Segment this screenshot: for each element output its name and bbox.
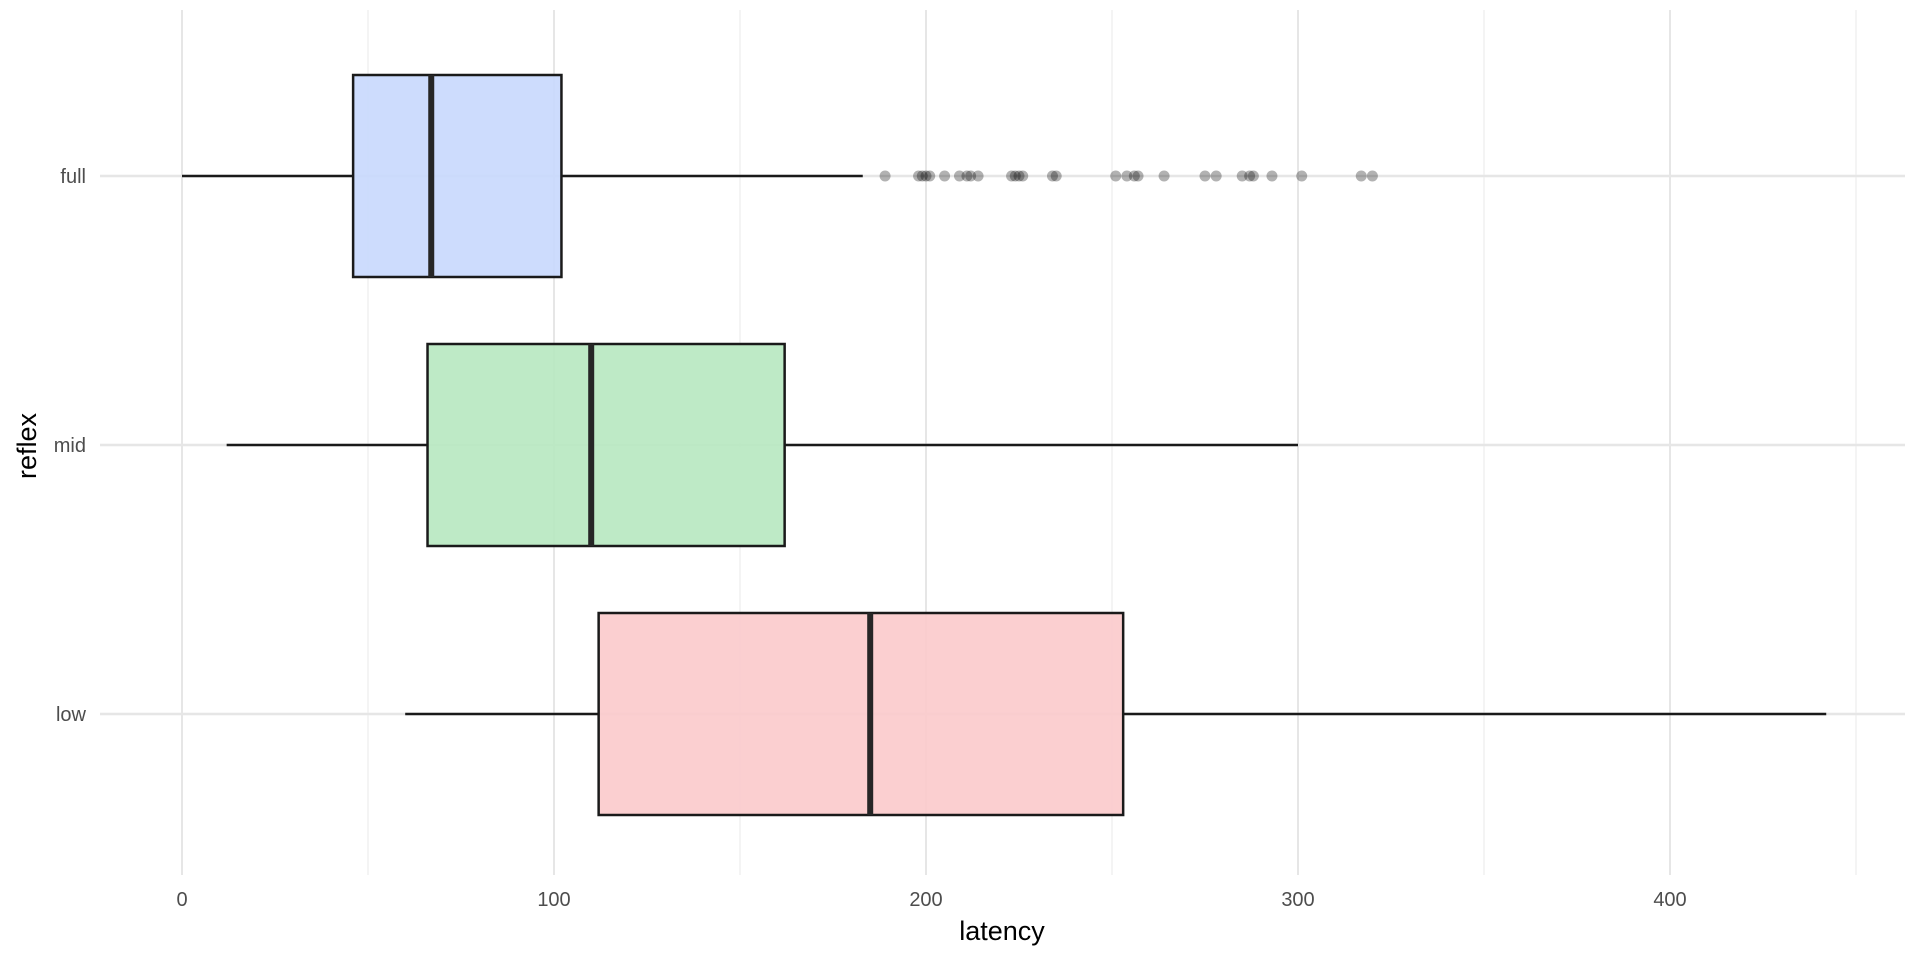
outlier-point-full	[1121, 170, 1133, 182]
outlier-point-full	[1050, 170, 1062, 182]
box-full	[351, 73, 563, 279]
outlier-point-full	[972, 170, 984, 182]
box-layer	[182, 73, 1827, 817]
outlier-point-full	[1247, 170, 1259, 182]
outlier-point-full	[1158, 170, 1170, 182]
outlier-point-full	[920, 170, 932, 182]
x-axis-title: latency	[959, 916, 1045, 946]
y-tick-label-low: low	[56, 704, 87, 726]
outlier-point-full	[1132, 170, 1144, 182]
outlier-point-full	[1006, 170, 1018, 182]
outlier-point-full	[1046, 170, 1058, 182]
outlier-point-full	[913, 170, 925, 182]
outlier-point-full	[916, 170, 928, 182]
x-tick-label: 300	[1281, 889, 1314, 911]
box-low	[597, 611, 1125, 817]
y-axis-title: reflex	[12, 412, 42, 479]
box-mid	[426, 342, 786, 548]
outlier-point-full	[1296, 170, 1308, 182]
y-tick-label-mid: mid	[54, 435, 86, 457]
outlier-point-full	[961, 170, 973, 182]
outlier-point-full	[1266, 170, 1278, 182]
outlier-point-full	[879, 170, 891, 182]
outlier-point-full	[1355, 170, 1367, 182]
outlier-point-full	[1210, 170, 1222, 182]
outlier-point-full	[1199, 170, 1211, 182]
outlier-point-full	[1009, 170, 1021, 182]
outlier-point-full	[1244, 170, 1256, 182]
outlier-point-full	[965, 170, 977, 182]
outlier-point-full	[939, 170, 951, 182]
outlier-point-full	[1128, 170, 1140, 182]
x-tick-label: 0	[176, 889, 187, 911]
outlier-point-full	[953, 170, 965, 182]
x-tick-label: 200	[909, 889, 942, 911]
outlier-layer	[879, 170, 1378, 182]
outlier-point-full	[924, 170, 936, 182]
x-tick-label: 400	[1653, 889, 1686, 911]
x-tick-label: 100	[537, 889, 570, 911]
outlier-point-full	[1366, 170, 1378, 182]
outlier-point-full	[1236, 170, 1248, 182]
outlier-point-full	[1110, 170, 1122, 182]
outlier-point-full	[1017, 170, 1029, 182]
y-tick-label-full: full	[60, 166, 86, 188]
outlier-point-full	[1013, 170, 1025, 182]
tick-layer: 0 100 200 300 400 full mid low	[54, 166, 1687, 911]
